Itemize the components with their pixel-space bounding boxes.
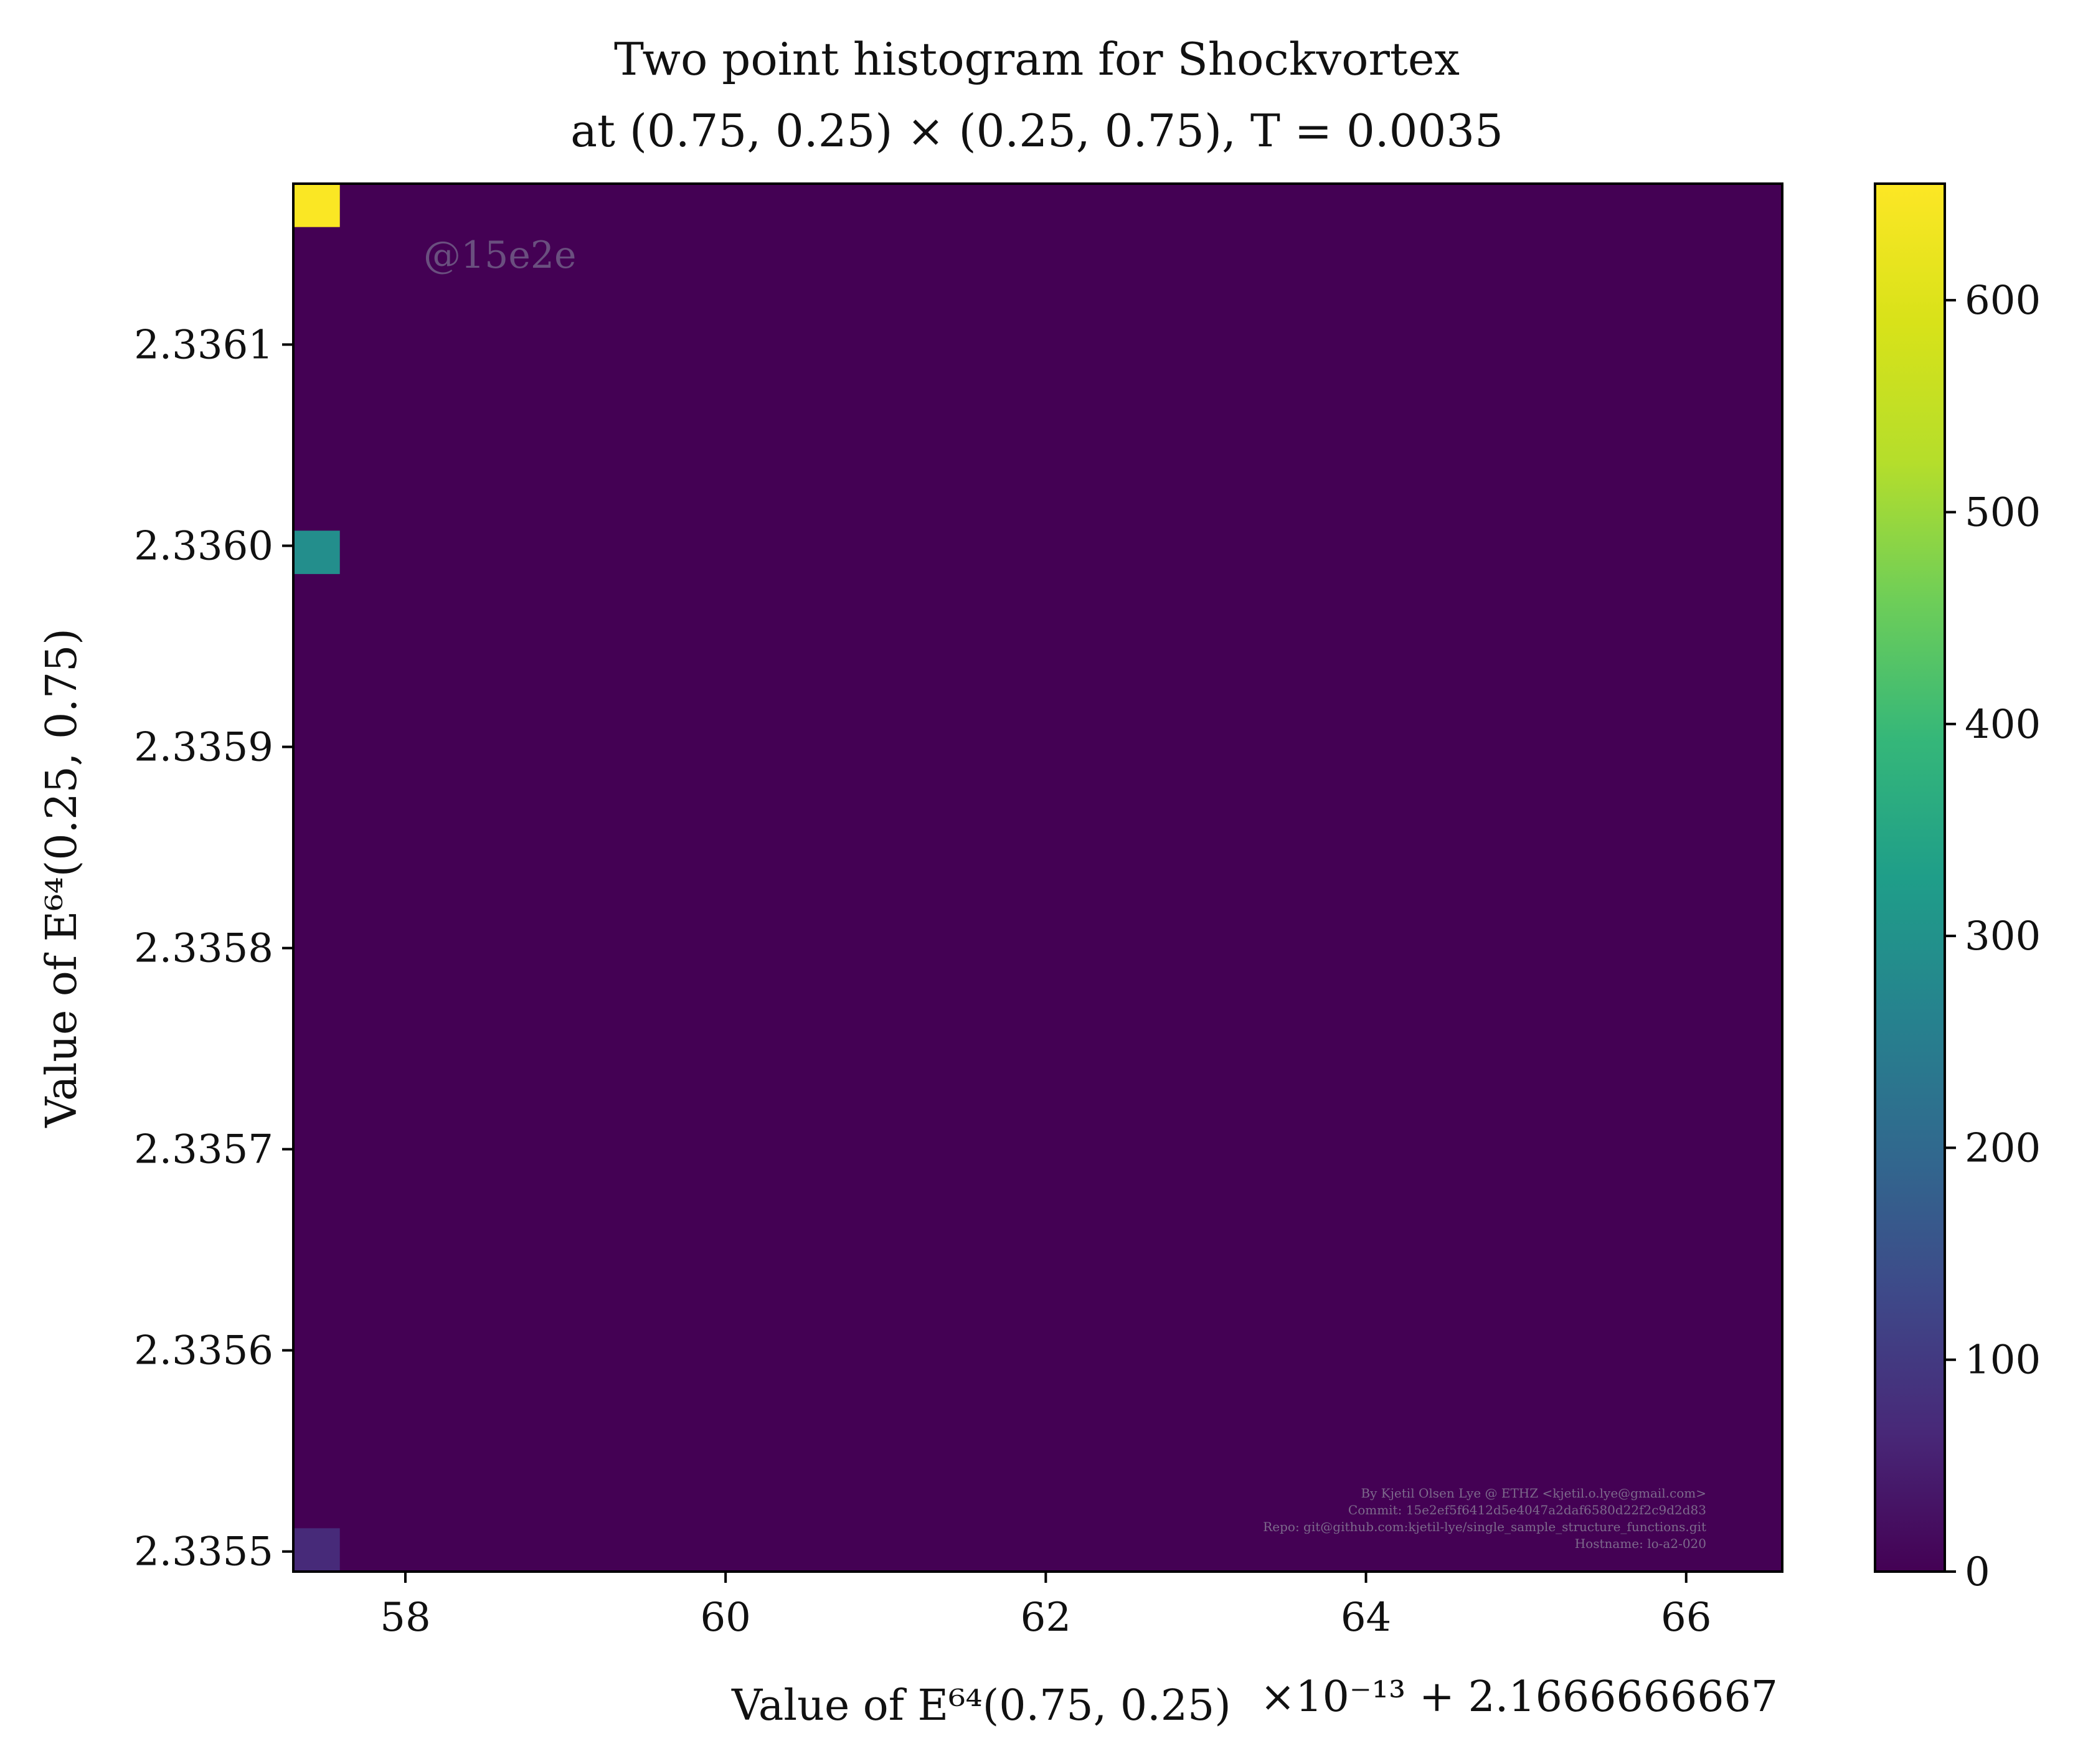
colorbar-ticks: 0 100 200 300 400 500 600 [1945, 278, 2041, 1595]
colorbar-gradient [1875, 184, 1945, 1572]
colorbar-tick-label: 300 [1965, 913, 2041, 960]
plot-area: @15e2e By Kjetil Olsen Lye @ ETHZ <kjeti… [292, 182, 1783, 1573]
heatmap-cell [293, 184, 340, 227]
watermark-text: @15e2e [423, 233, 577, 277]
credit-author: By Kjetil Olsen Lye @ ETHZ <kjetil.o.lye… [1361, 1486, 1706, 1501]
x-tick-label: 64 [1341, 1595, 1391, 1641]
plot-frame [292, 182, 1783, 1573]
chart-subtitle: at (0.75, 0.25) × (0.25, 0.75), T = 0.00… [570, 105, 1503, 157]
heatmap-cells [293, 184, 340, 1572]
credit-hostname: Hostname: lo-a2-020 [1575, 1536, 1706, 1551]
x-tick-label: 62 [1021, 1595, 1071, 1641]
x-axis: 58 60 62 64 66 [380, 1572, 1711, 1641]
colorbar-tick-label: 400 [1965, 702, 2041, 748]
colorbar: 0 100 200 300 400 500 600 [1874, 182, 2041, 1595]
colorbar-frame [1874, 182, 1946, 1573]
heatmap-cell [293, 531, 340, 574]
heatmap-cell [293, 1528, 340, 1572]
colorbar-tick-label: 100 [1965, 1337, 2041, 1384]
credit-repo: Repo: git@github.com:kjetil-lye/single_s… [1263, 1519, 1706, 1534]
y-axis-label: Value of E⁶⁴(0.25, 0.75) [37, 628, 87, 1128]
y-tick-label: 2.3357 [134, 1127, 273, 1173]
y-tick-label: 2.3360 [134, 523, 273, 569]
y-tick-label: 2.3361 [134, 322, 273, 368]
x-tick-label: 58 [380, 1595, 430, 1641]
y-tick-label: 2.3359 [134, 725, 273, 771]
x-axis-offset-label: ×10⁻¹³ + 2.1666666667 [1260, 1672, 1778, 1722]
x-tick-label: 60 [700, 1595, 750, 1641]
y-axis: 2.3355 2.3356 2.3357 2.3358 2.3359 2.3360 2.33… [134, 322, 293, 1575]
heatmap-background [293, 184, 1782, 1572]
credits-block: By Kjetil Olsen Lye @ ETHZ <kjetil.o.lye… [1263, 1486, 1706, 1551]
y-tick-label: 2.3358 [134, 926, 273, 972]
y-tick-label: 2.3355 [134, 1529, 273, 1575]
y-tick-label: 2.3356 [134, 1328, 273, 1374]
x-axis-label: Value of E⁶⁴(0.75, 0.25) [731, 1681, 1231, 1730]
x-tick-label: 66 [1661, 1595, 1711, 1641]
colorbar-tick-label: 200 [1965, 1125, 2041, 1171]
colorbar-tick-label: 600 [1965, 278, 2041, 324]
credit-commit: Commit: 15e2ef5f6412d5e4047a2daf6580d22f… [1348, 1502, 1706, 1517]
colorbar-tick-label: 0 [1965, 1549, 1990, 1595]
chart-title: Two point histogram for Shockvortex [614, 33, 1460, 85]
colorbar-tick-label: 500 [1965, 489, 2041, 535]
